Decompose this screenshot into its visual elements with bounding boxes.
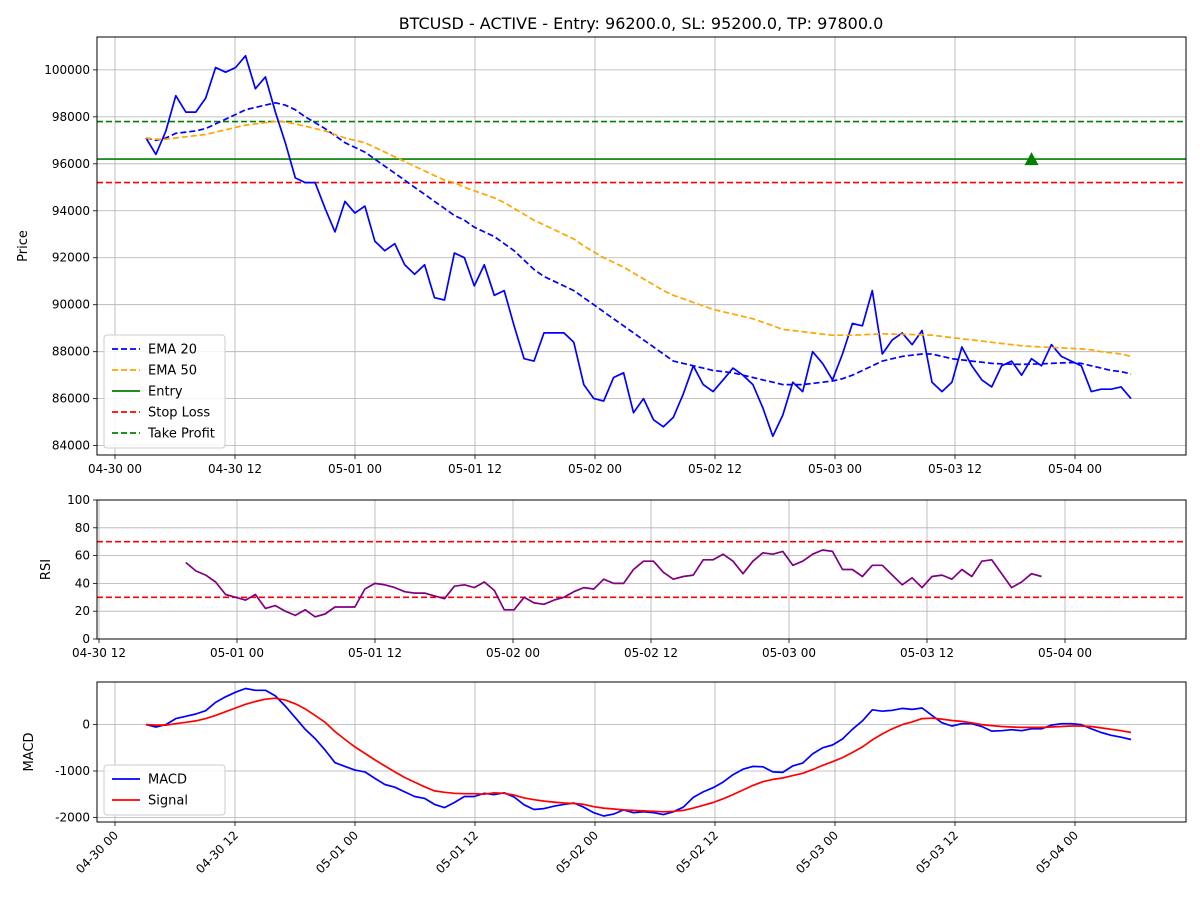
x-tick-label: 05-04 00 (1038, 646, 1092, 660)
chart-title: BTCUSD - ACTIVE - Entry: 96200.0, SL: 95… (399, 14, 884, 33)
y-tick-label: -2000 (55, 810, 90, 824)
x-tick-label: 05-02 00 (486, 646, 540, 660)
y-tick-label: 60 (75, 549, 90, 563)
y-tick-label: 100000 (44, 63, 90, 77)
x-tick-label: 05-03 00 (808, 462, 862, 476)
y-tick-label: 0 (82, 632, 90, 646)
y-tick-label: 88000 (52, 345, 90, 359)
panels: 04-30 00 04-30 12 05-01 00 05-01 12 05-02 00… (16, 36, 1187, 876)
legend-label: EMA 20 (148, 343, 197, 358)
legend-label: Stop Loss (148, 406, 210, 421)
series-line-rsi-0 (185, 549, 1042, 618)
panel-price: 04-30 00 04-30 12 05-01 00 05-01 12 05-02 00… (16, 36, 1187, 476)
x-tick-label: 05-03 12 (913, 828, 961, 876)
y-tick-label: 96000 (52, 157, 90, 171)
panel-macd: 04-30 00 04-30 12 05-01 00 05-01 12 05-02 00… (22, 681, 1187, 876)
y-tick-label: 80 (75, 521, 90, 535)
legend: MACD Signal (103, 764, 226, 816)
legend-label: EMA 50 (148, 364, 197, 379)
legend-label: Take Profit (147, 427, 215, 442)
x-tick-label: 05-03 00 (762, 646, 816, 660)
x-tick-label: 05-01 00 (210, 646, 264, 660)
y-tick-label: 20 (75, 604, 90, 618)
x-tick-label: 05-01 12 (433, 828, 481, 876)
y-tick-label: 84000 (52, 439, 90, 453)
plot-area-frame (96, 681, 1187, 823)
x-tick-label: 04-30 00 (88, 462, 142, 476)
x-tick-label: 05-03 00 (793, 828, 841, 876)
series-line-macd (145, 687, 1132, 817)
legend-label: Signal (148, 794, 188, 809)
x-tick-label: 04-30 00 (73, 828, 121, 876)
y-tick-label: 90000 (52, 298, 90, 312)
x-tick-label: 05-01 00 (313, 828, 361, 876)
plot-area-frame (96, 36, 1187, 456)
legend-label: Entry (148, 385, 183, 400)
x-tick-label: 05-01 12 (348, 646, 402, 660)
series-line-ema-50 (145, 120, 1132, 358)
y-tick-label: -1000 (55, 764, 90, 778)
legend-box (103, 764, 226, 816)
legend: EMA 20 EMA 50 Entry Stop Loss Take Profit (103, 334, 226, 449)
x-tick-label: 05-01 12 (448, 462, 502, 476)
y-axis-label: Price (16, 230, 31, 262)
x-tick-label: 05-02 00 (553, 828, 601, 876)
y-axis-label: MACD (22, 733, 37, 772)
x-tick-label: 05-04 00 (1033, 828, 1081, 876)
x-tick-label: 05-01 00 (328, 462, 382, 476)
x-tick-label: 04-30 12 (208, 462, 262, 476)
y-tick-label: 98000 (52, 110, 90, 124)
x-tick-label: 05-02 12 (688, 462, 742, 476)
series-line-price-0 (145, 54, 1132, 438)
y-tick-label: 94000 (52, 204, 90, 218)
y-axis-label: RSI (39, 559, 54, 580)
x-tick-label: 05-02 12 (624, 646, 678, 660)
panel-rsi: 04-30 12 05-01 00 05-01 12 05-02 00 05-02 12… (39, 493, 1187, 660)
legend-box (103, 334, 226, 449)
x-tick-label: 05-03 12 (900, 646, 954, 660)
x-tick-label: 05-02 12 (673, 828, 721, 876)
y-tick-label: 0 (82, 718, 90, 732)
y-tick-label: 92000 (52, 251, 90, 265)
x-tick-label: 04-30 12 (193, 828, 241, 876)
y-tick-label: 40 (75, 576, 90, 590)
x-tick-label: 05-03 12 (928, 462, 982, 476)
series-line-signal (145, 697, 1132, 813)
x-tick-label: 05-04 00 (1048, 462, 1102, 476)
series-line-ema-20 (145, 101, 1132, 386)
x-tick-label: 04-30 12 (72, 646, 126, 660)
x-tick-label: 05-02 00 (568, 462, 622, 476)
legend-label: MACD (148, 773, 187, 788)
plot-area-frame (96, 499, 1187, 640)
y-tick-label: 86000 (52, 392, 90, 406)
entry-marker (1024, 152, 1039, 166)
y-tick-label: 100 (67, 493, 90, 507)
